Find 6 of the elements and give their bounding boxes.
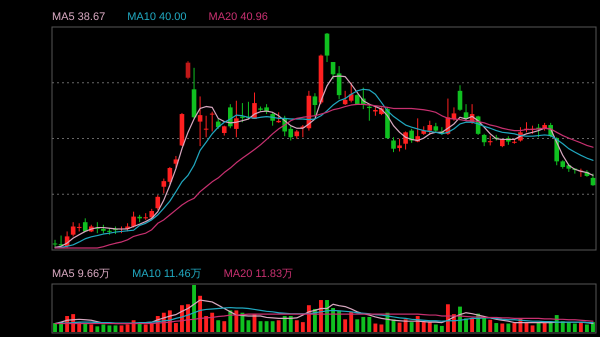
text: MA20 40.96	[208, 11, 268, 23]
text: MA10 40.00	[127, 11, 187, 23]
text: MA5 9.66万	[52, 268, 110, 280]
text: MA20 11.83万	[224, 268, 294, 280]
text: MA5 38.67	[52, 11, 106, 23]
text: MA10 11.46万	[132, 268, 202, 280]
